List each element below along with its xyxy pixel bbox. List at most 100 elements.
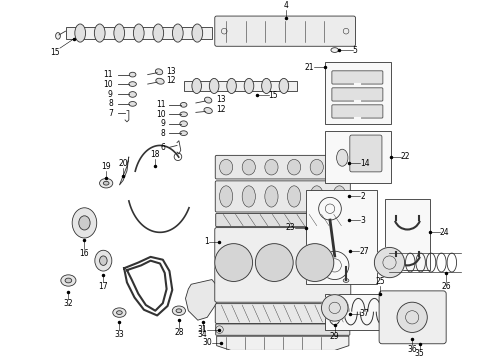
FancyBboxPatch shape <box>379 291 446 344</box>
Ellipse shape <box>95 24 105 42</box>
Text: 36: 36 <box>407 345 417 354</box>
FancyBboxPatch shape <box>216 213 350 227</box>
Ellipse shape <box>180 131 187 135</box>
Ellipse shape <box>95 250 112 271</box>
Ellipse shape <box>129 91 136 97</box>
Text: 4: 4 <box>283 1 288 10</box>
Circle shape <box>296 244 334 282</box>
Bar <box>325 294 434 330</box>
Text: 12: 12 <box>217 105 226 114</box>
Ellipse shape <box>331 48 339 53</box>
Ellipse shape <box>288 186 301 207</box>
Ellipse shape <box>129 82 136 86</box>
FancyBboxPatch shape <box>215 303 350 324</box>
FancyBboxPatch shape <box>216 324 350 335</box>
Ellipse shape <box>333 159 346 175</box>
Ellipse shape <box>265 159 278 175</box>
FancyBboxPatch shape <box>332 88 383 101</box>
Text: 31: 31 <box>197 325 207 334</box>
Text: 18: 18 <box>150 150 160 159</box>
Text: 16: 16 <box>80 249 89 258</box>
Text: 11: 11 <box>103 70 113 79</box>
Text: 11: 11 <box>156 100 166 109</box>
Ellipse shape <box>343 279 349 282</box>
Ellipse shape <box>204 108 212 113</box>
Text: 28: 28 <box>174 328 184 337</box>
Ellipse shape <box>155 69 163 75</box>
FancyBboxPatch shape <box>350 135 382 172</box>
Polygon shape <box>217 336 349 350</box>
Polygon shape <box>120 157 129 185</box>
Bar <box>325 62 392 124</box>
Text: 12: 12 <box>167 76 176 85</box>
Ellipse shape <box>180 112 187 117</box>
Ellipse shape <box>133 24 144 42</box>
Circle shape <box>255 244 293 282</box>
Text: 3: 3 <box>360 216 365 225</box>
Ellipse shape <box>79 216 90 230</box>
Ellipse shape <box>227 78 236 94</box>
Text: 34: 34 <box>197 330 207 339</box>
Text: 13: 13 <box>167 67 176 76</box>
Text: 35: 35 <box>415 350 425 359</box>
Text: 6: 6 <box>161 143 166 152</box>
Text: 23: 23 <box>286 223 295 232</box>
Text: 17: 17 <box>98 282 108 291</box>
Text: 32: 32 <box>64 300 73 309</box>
Ellipse shape <box>99 256 107 265</box>
Ellipse shape <box>56 33 60 39</box>
Ellipse shape <box>242 186 255 207</box>
Ellipse shape <box>75 24 86 42</box>
FancyBboxPatch shape <box>215 16 356 46</box>
Text: 7: 7 <box>108 109 113 118</box>
Ellipse shape <box>176 309 182 312</box>
Bar <box>184 81 297 91</box>
Bar <box>66 27 212 39</box>
Ellipse shape <box>337 149 348 166</box>
FancyBboxPatch shape <box>332 105 383 118</box>
Ellipse shape <box>220 159 233 175</box>
Text: 30: 30 <box>202 338 212 347</box>
Ellipse shape <box>242 159 255 175</box>
Ellipse shape <box>99 179 113 188</box>
Ellipse shape <box>117 311 122 315</box>
FancyBboxPatch shape <box>215 156 350 179</box>
Text: 15: 15 <box>269 91 278 100</box>
Text: 26: 26 <box>441 282 451 291</box>
Circle shape <box>215 244 252 282</box>
Ellipse shape <box>310 159 323 175</box>
Text: 19: 19 <box>101 162 111 171</box>
Text: 37: 37 <box>359 309 369 318</box>
Circle shape <box>374 247 405 278</box>
Text: 2: 2 <box>360 192 365 201</box>
Circle shape <box>397 302 427 332</box>
FancyBboxPatch shape <box>215 181 350 212</box>
Ellipse shape <box>209 78 219 94</box>
Text: 1: 1 <box>204 237 209 246</box>
Ellipse shape <box>172 306 186 315</box>
Ellipse shape <box>192 78 201 94</box>
Ellipse shape <box>172 24 183 42</box>
Text: 9: 9 <box>108 90 113 99</box>
Ellipse shape <box>310 186 323 207</box>
Text: 33: 33 <box>115 330 124 339</box>
Ellipse shape <box>129 102 136 106</box>
Polygon shape <box>186 280 220 320</box>
Ellipse shape <box>153 24 164 42</box>
Text: 27: 27 <box>359 247 369 256</box>
FancyBboxPatch shape <box>215 228 351 302</box>
Text: 9: 9 <box>161 119 166 128</box>
Text: 24: 24 <box>440 228 449 237</box>
Ellipse shape <box>156 78 164 84</box>
Text: 13: 13 <box>217 95 226 104</box>
Text: 5: 5 <box>353 46 358 55</box>
Ellipse shape <box>220 186 233 207</box>
FancyBboxPatch shape <box>332 71 383 84</box>
Circle shape <box>321 295 348 321</box>
Ellipse shape <box>180 121 187 127</box>
Text: 29: 29 <box>330 332 340 341</box>
Bar <box>325 131 392 183</box>
Text: 14: 14 <box>360 159 370 168</box>
Text: 15: 15 <box>50 48 60 57</box>
Text: 10: 10 <box>103 80 113 89</box>
